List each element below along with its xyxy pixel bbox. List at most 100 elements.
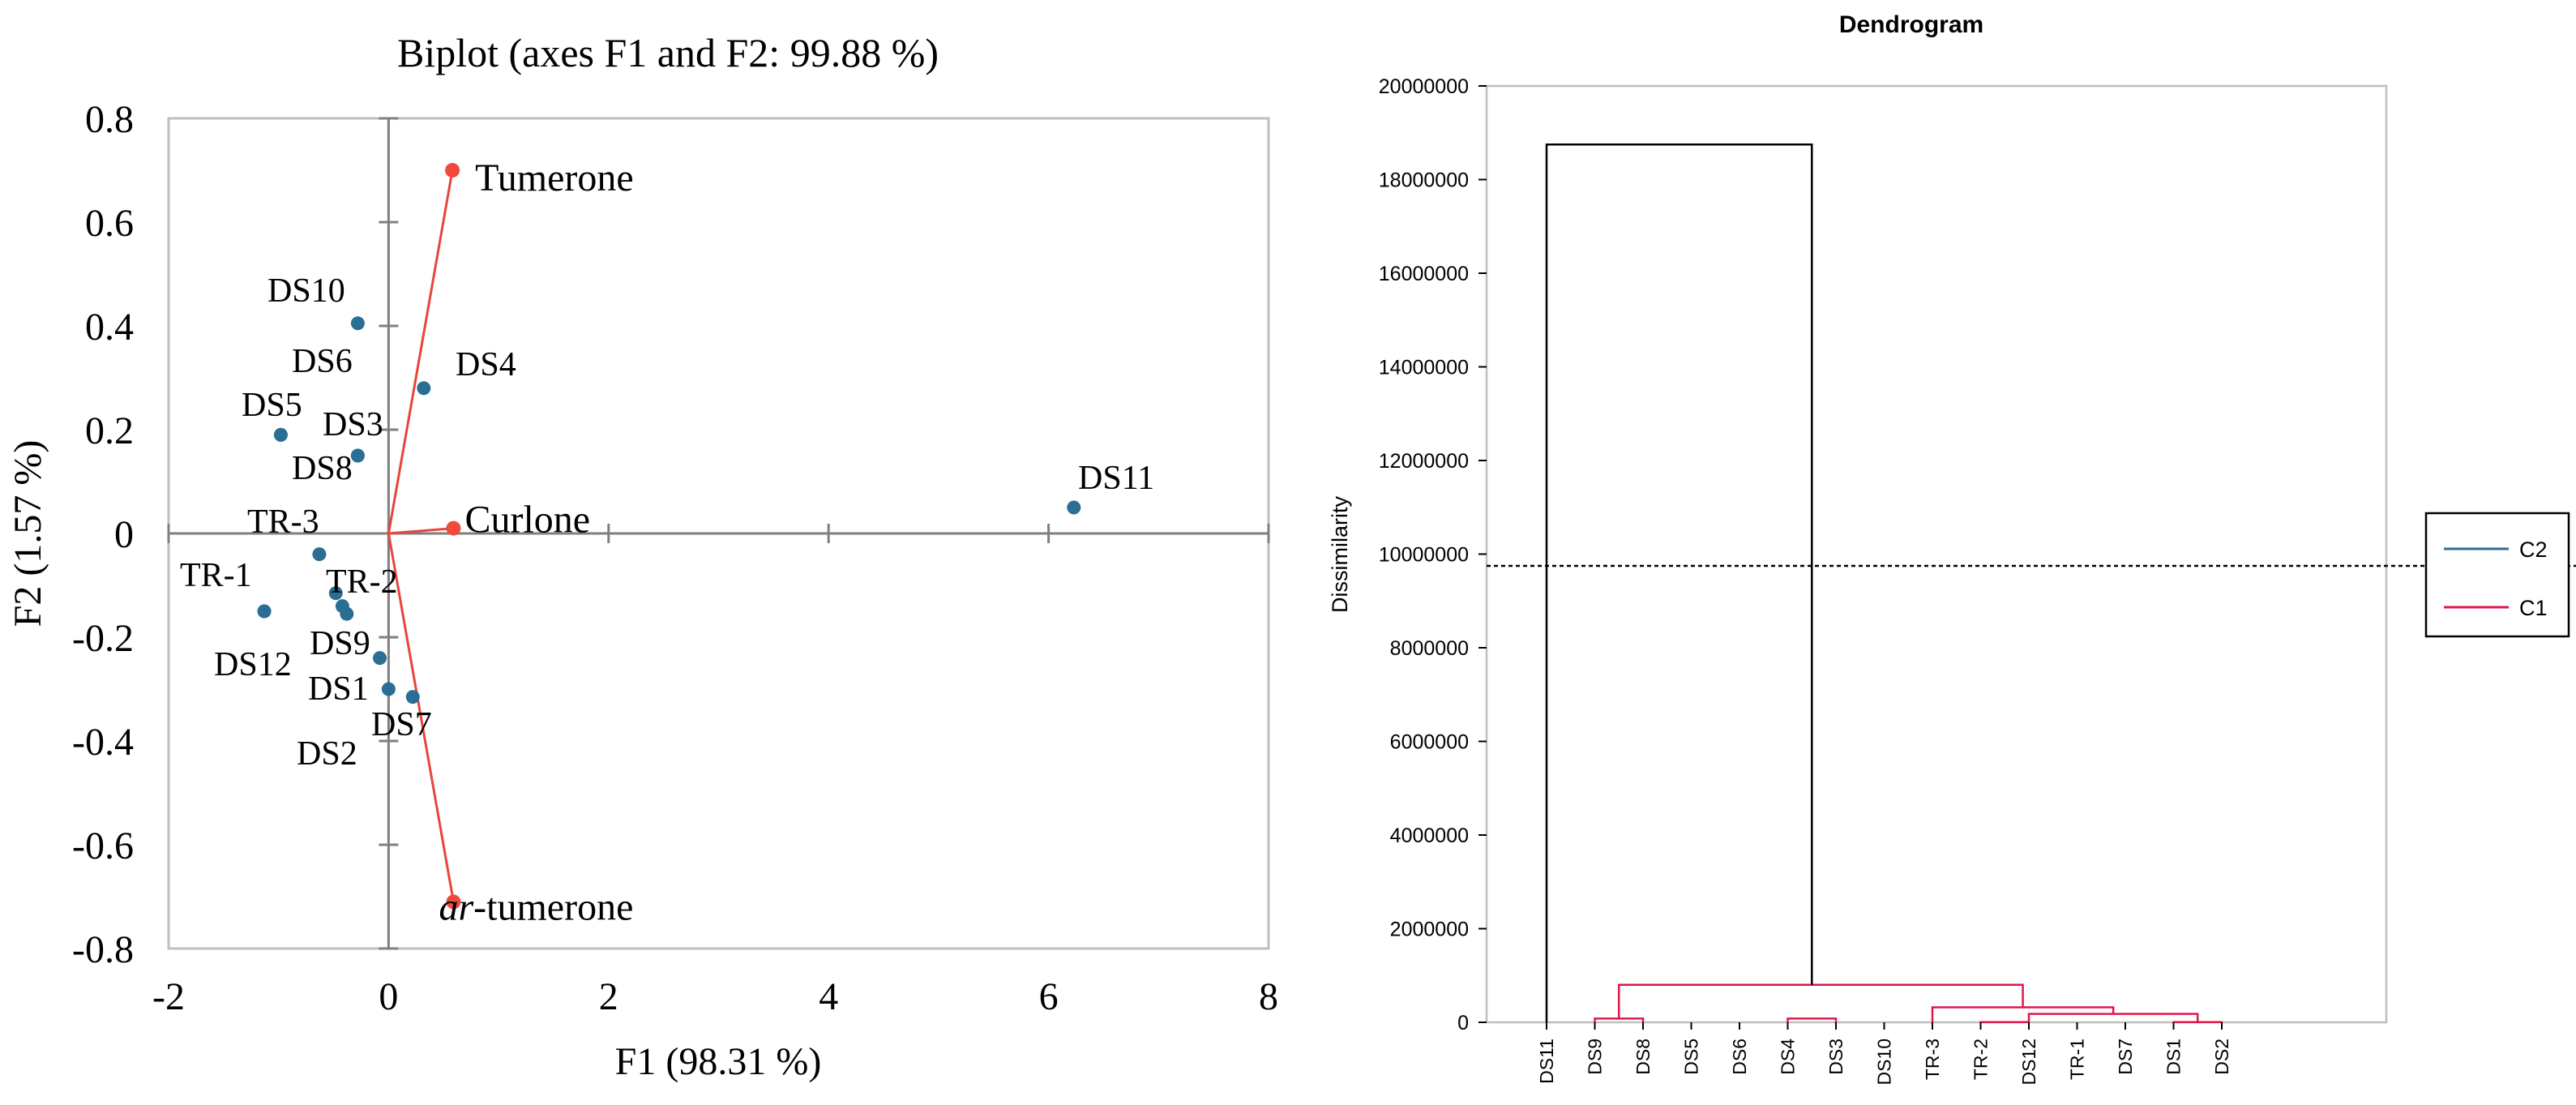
dendrogram-leaf-label: DS9 — [1585, 1039, 1606, 1075]
dendrogram-y-ticks: 0 2000000 4000000 6000000 8000000 10000000 120… — [1379, 75, 1487, 1034]
biplot-observation-point — [340, 606, 354, 621]
dendrogram-leaf-label: DS8 — [1632, 1039, 1654, 1075]
biplot-y-tick-label: 0 — [114, 513, 134, 556]
biplot-observation-label: DS3 — [323, 406, 383, 443]
biplot-variable-vector — [388, 527, 454, 535]
dendrogram-plot-frame — [1485, 84, 2388, 1024]
biplot-observation-point — [1067, 500, 1081, 515]
dendrogram-leaf-label: DS1 — [2163, 1039, 2184, 1075]
legend-box — [2424, 512, 2570, 638]
biplot-x-tick-label: 6 — [1039, 975, 1059, 1018]
dendrogram-leaf-labels: DS11 DS9 DS8 DS5 DS6 DS4 DS3 DS10 TR-3 TR-2 DS12 TR… — [1536, 1022, 2232, 1086]
legend-label: C2 — [2519, 538, 2548, 562]
biplot-variable-label-italic-part: ar — [439, 885, 473, 928]
dendrogram-chart: Dendrogram 0 2000000 4000000 6000000 8000000… — [1328, 11, 2576, 1086]
biplot-y-tick-label: -0.4 — [72, 721, 134, 764]
biplot-observation-label: DS10 — [267, 272, 345, 310]
dendrogram-leaf-label: DS12 — [2018, 1039, 2039, 1086]
dendrogram-leaf-label: TR-3 — [1922, 1039, 1943, 1080]
biplot-chart: Biplot (axes F1 and F2: 99.88 %) -0.8-0.… — [6, 30, 1278, 1083]
biplot-y-tick-label: -0.2 — [72, 617, 134, 660]
biplot-variable-point — [446, 520, 461, 536]
biplot-variable-vectors: Tumerone Curlone ar-tumerone — [387, 156, 634, 928]
biplot-observation-point — [373, 651, 387, 666]
dendrogram-branch — [2027, 1013, 2199, 1022]
dendrogram-y-tick-label: 8000000 — [1390, 637, 1469, 660]
dendrogram-y-tick-label: 20000000 — [1379, 75, 1469, 98]
biplot-y-tick-label: 0.2 — [85, 409, 134, 452]
biplot-observation-label: DS6 — [292, 343, 353, 380]
biplot-variable-vector — [387, 169, 454, 534]
biplot-y-tick-labels: -0.8 -0.6 -0.4 -0.2 0 0.2 0.4 0.6 0.8 — [72, 98, 134, 971]
dendrogram-y-axis-label: Dissimilarity — [1328, 496, 1352, 613]
dendrogram-leaf-label: TR-2 — [1971, 1039, 1992, 1080]
biplot-variable-label: Curlone — [464, 499, 590, 542]
dendrogram-branches — [1545, 143, 2223, 1023]
dendrogram-branch — [1545, 143, 1813, 1022]
biplot-observation-label: DS11 — [1078, 460, 1154, 497]
dendrogram-leaf-label: DS6 — [1729, 1039, 1750, 1075]
biplot-observation-point — [350, 316, 365, 331]
biplot-y-tick-label: -0.6 — [72, 824, 134, 867]
biplot-observation-label: TR-3 — [247, 503, 319, 541]
biplot-variable-label: ar-tumerone — [439, 885, 633, 928]
biplot-y-tick-label: 0.8 — [85, 98, 134, 141]
biplot-y-tick-label: 0.4 — [85, 306, 134, 349]
dendrogram-y-tick-label: 4000000 — [1390, 824, 1469, 847]
biplot-observation-point — [312, 547, 327, 562]
biplot-y-tick-label: -0.8 — [72, 928, 134, 971]
biplot-x-tick-label: 2 — [599, 975, 618, 1018]
biplot-x-tick-label: 4 — [819, 975, 838, 1018]
biplot-observation-point — [417, 381, 431, 396]
dendrogram-branch — [1618, 983, 2024, 1019]
dendrogram-title: Dendrogram — [1839, 11, 1983, 38]
dendrogram-leaf-label: DS11 — [1536, 1039, 1557, 1084]
biplot-variable-point — [445, 163, 460, 178]
biplot-observation-label: DS1 — [308, 670, 369, 708]
dendrogram-y-tick-label: 12000000 — [1379, 450, 1469, 473]
biplot-observation-point — [273, 427, 288, 442]
dendrogram-branch — [1787, 1017, 1838, 1022]
dendrogram-y-tick-label: 16000000 — [1379, 263, 1469, 285]
dendrogram-leaf-label: DS3 — [1825, 1039, 1846, 1075]
biplot-observation-label: DS5 — [242, 387, 302, 424]
biplot-x-tick-labels: -2 0 2 4 6 8 — [152, 975, 1278, 1018]
biplot-observation-label: DS9 — [310, 625, 370, 662]
legend-label: C1 — [2519, 596, 2548, 620]
biplot-observation-point — [381, 682, 396, 696]
biplot-observation-label: DS4 — [456, 346, 516, 383]
dendrogram-leaf-label: DS7 — [2115, 1039, 2136, 1075]
dendrogram-y-tick-label: 18000000 — [1379, 169, 1469, 192]
dendrogram-leaf-label: DS5 — [1681, 1039, 1702, 1075]
biplot-title: Biplot (axes F1 and F2: 99.88 %) — [397, 30, 939, 75]
biplot-y-axis-label: F2 (1.57 %) — [6, 440, 49, 627]
biplot-observation-points: DS10 DS6 DS4 DS5 DS3 DS8 DS11 TR-3 TR-1 TR-2 DS12 D… — [180, 272, 1154, 773]
biplot-y-tick-label: 0.6 — [85, 202, 134, 245]
biplot-x-tick-label: -2 — [152, 975, 185, 1018]
dendrogram-leaf-label: DS4 — [1778, 1039, 1799, 1075]
dendrogram-leaf-label: TR-1 — [2067, 1039, 2088, 1080]
biplot-observation-label: TR-1 — [180, 557, 252, 594]
biplot-observation-label: DS7 — [371, 706, 432, 743]
dendrogram-y-tick-label: 6000000 — [1390, 731, 1469, 754]
biplot-variable-vector — [387, 533, 455, 902]
biplot-observation-point — [405, 690, 420, 705]
biplot-x-axis-label: F1 (98.31 %) — [615, 1040, 822, 1083]
biplot-observation-label: TR-2 — [326, 563, 398, 601]
dendrogram-y-tick-label: 0 — [1457, 1012, 1469, 1034]
biplot-x-tick-label: 8 — [1259, 975, 1278, 1018]
dendrogram-y-tick-label: 14000000 — [1379, 357, 1469, 379]
biplot-x-tick-label: 0 — [379, 975, 398, 1018]
dendrogram-legend: C2 C1 — [2424, 512, 2570, 638]
biplot-variable-label-rest: -tumerone — [473, 885, 633, 928]
biplot-observation-label: DS2 — [297, 735, 357, 773]
dendrogram-leaf-label: DS10 — [1874, 1039, 1895, 1086]
biplot-variable-point — [446, 894, 461, 910]
biplot-observation-point — [257, 604, 272, 619]
biplot-observation-label: DS12 — [214, 646, 292, 683]
biplot-observation-point — [350, 448, 365, 463]
dendrogram-leaf-label: DS2 — [2211, 1039, 2232, 1075]
biplot-observation-label: DS8 — [292, 450, 353, 487]
dendrogram-y-tick-label: 10000000 — [1379, 544, 1469, 567]
